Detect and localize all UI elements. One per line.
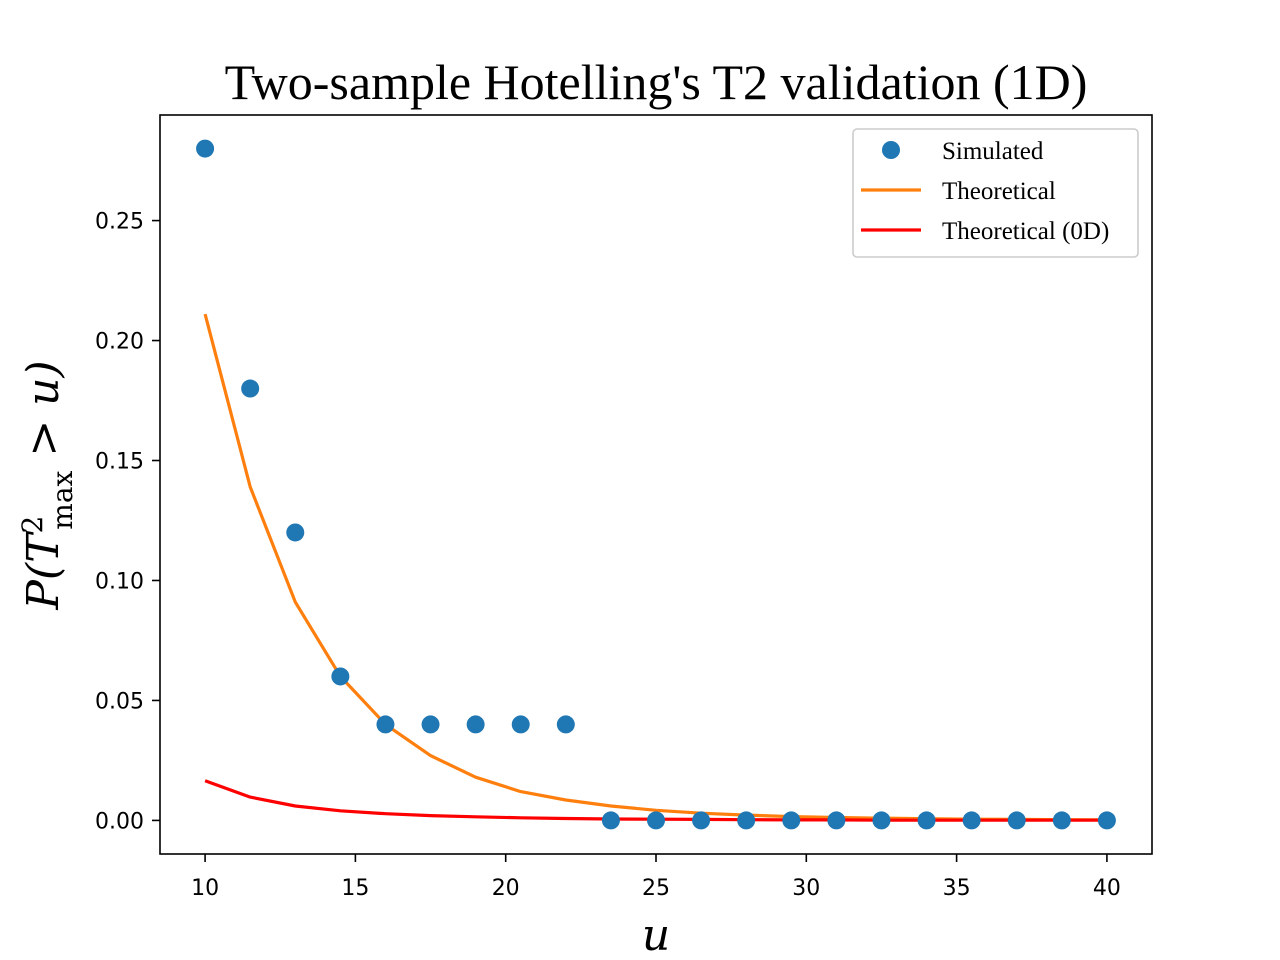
data-point-simulated	[1007, 811, 1026, 830]
y-axis-label-superscript: 2	[16, 516, 49, 534]
data-point-simulated	[827, 811, 846, 830]
x-tick-label: 20	[492, 876, 520, 901]
data-point-simulated	[962, 811, 981, 830]
y-tick-label: 0.10	[95, 569, 144, 594]
y-tick-label: 0.00	[95, 809, 144, 834]
y-axis-label: P(T2max > u)	[16, 360, 79, 610]
y-axis-label-symbol: T	[18, 530, 69, 563]
data-point-simulated	[466, 715, 485, 734]
y-axis-label-subscript: max	[46, 470, 79, 529]
legend: Simulated Theoretical Theoretical (0D)	[852, 128, 1139, 258]
legend-swatch-simulated	[882, 141, 900, 159]
x-axis: 10 15 20 25 30 35 40	[191, 854, 1121, 901]
data-point-simulated	[692, 811, 711, 830]
plot-area	[196, 139, 1116, 830]
data-point-simulated	[872, 811, 891, 830]
x-tick-label: 40	[1093, 876, 1121, 901]
y-tick-label: 0.05	[95, 689, 144, 714]
x-tick-label: 15	[341, 876, 369, 901]
legend-label-theoretical-0d: Theoretical (0D)	[942, 218, 1109, 245]
data-point-simulated	[1097, 811, 1116, 830]
y-tick-label: 0.15	[95, 450, 144, 475]
data-point-simulated	[376, 715, 395, 734]
data-point-simulated	[241, 379, 260, 398]
data-point-simulated	[1052, 811, 1071, 830]
data-point-simulated	[286, 523, 305, 542]
x-tick-label: 35	[943, 876, 971, 901]
data-point-simulated	[511, 715, 530, 734]
data-point-simulated	[737, 811, 756, 830]
y-axis-label-prefix: P(	[18, 562, 69, 611]
data-point-simulated	[421, 715, 440, 734]
y-tick-label: 0.25	[95, 210, 144, 235]
legend-label-simulated: Simulated	[942, 138, 1044, 165]
data-point-simulated	[331, 667, 350, 686]
y-axis-label-group: P(T2max > u)	[16, 360, 79, 610]
legend-label-theoretical: Theoretical	[942, 178, 1056, 205]
data-point-simulated	[196, 139, 215, 158]
data-point-simulated	[556, 715, 575, 734]
data-point-simulated	[647, 811, 665, 830]
legend-box	[852, 128, 1139, 258]
x-tick-label: 30	[792, 876, 820, 901]
x-tick-label: 25	[642, 876, 670, 901]
x-tick-label: 10	[191, 876, 219, 901]
y-tick-label: 0.20	[95, 330, 144, 355]
x-axis-label: u	[642, 910, 670, 960]
data-point-simulated	[601, 811, 620, 830]
y-axis: 0.00 0.05 0.10 0.15 0.20 0.25	[95, 210, 160, 834]
data-point-simulated	[782, 811, 801, 830]
y-axis-label-suffix: > u)	[18, 360, 69, 470]
data-point-simulated	[917, 811, 936, 830]
chart-title: Two-sample Hotelling's T2 validation (1D…	[225, 54, 1088, 110]
